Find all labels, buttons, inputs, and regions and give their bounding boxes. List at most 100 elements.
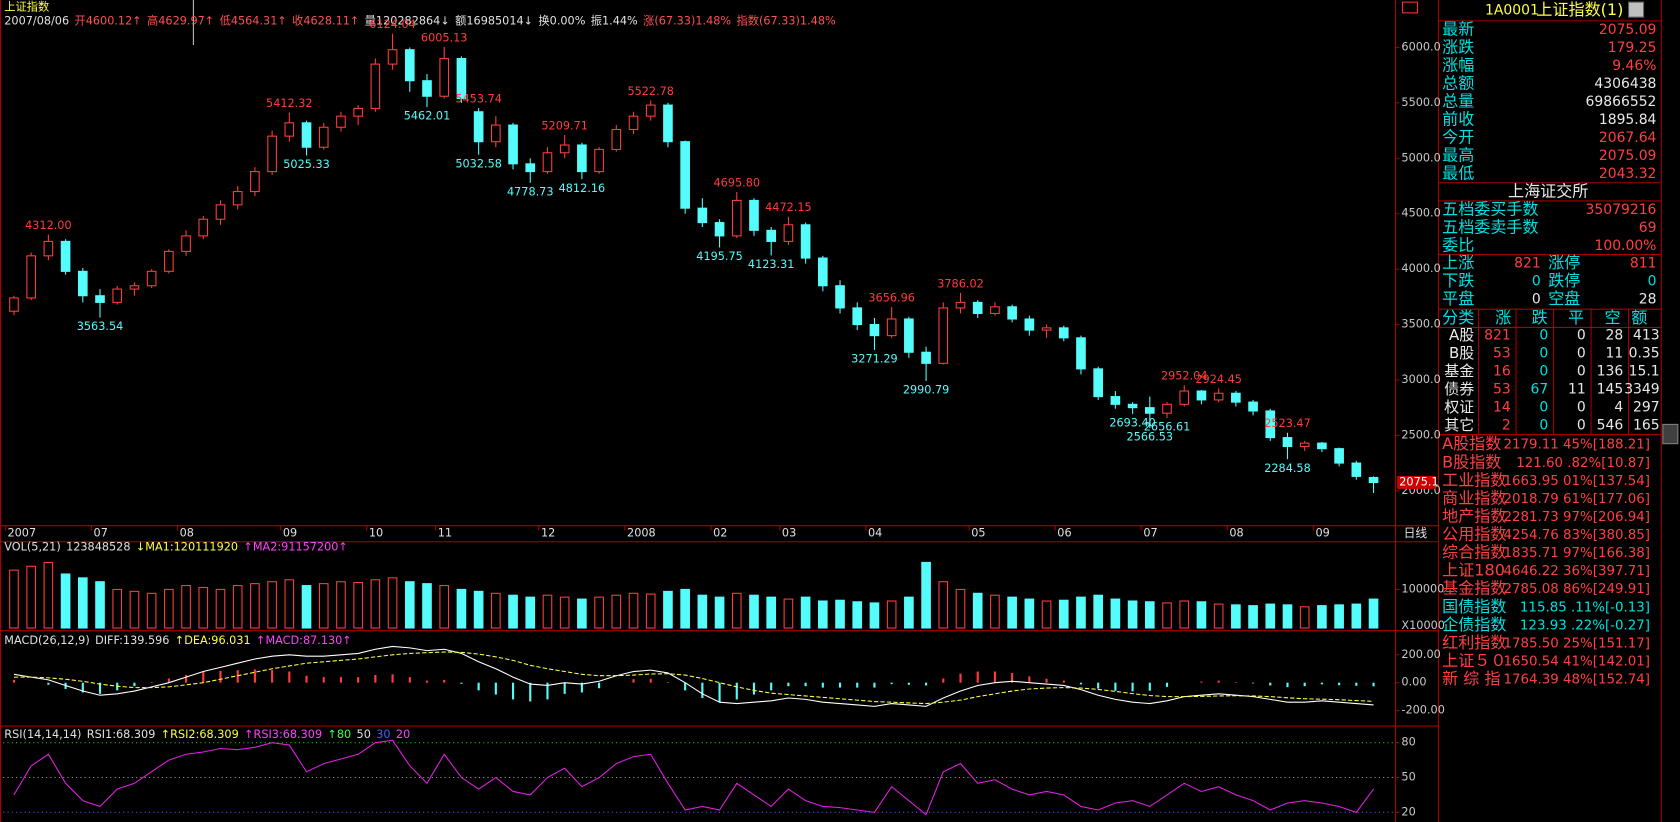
header-item: 额16985014↓ xyxy=(455,14,533,27)
volume-bar xyxy=(284,579,295,629)
volume-bar xyxy=(267,581,277,629)
high-label: 4695.80 xyxy=(714,176,761,189)
y-tick-label: 0.00 xyxy=(1401,676,1426,689)
candle-body xyxy=(938,307,949,364)
candle-body xyxy=(250,171,260,193)
candle-body xyxy=(955,301,966,309)
candle-body xyxy=(215,204,226,220)
table-cell: 11 xyxy=(1605,345,1623,361)
quote-name: 上证指数(1) xyxy=(1536,0,1623,19)
candle-body xyxy=(198,218,209,237)
high-label: 5453.74 xyxy=(455,92,502,105)
candle-body xyxy=(129,285,140,290)
volume-bar xyxy=(559,596,570,629)
x-tick-label: 05 xyxy=(971,527,985,540)
high-label: 2523.47 xyxy=(1264,417,1311,430)
candle-body xyxy=(869,324,880,337)
header-item: 30 xyxy=(376,728,390,741)
volume-bar xyxy=(43,561,54,629)
candle-body xyxy=(1231,392,1241,403)
volume-bar xyxy=(1110,598,1121,629)
indicator-header: MACD(26,12,9) DIFF:139.596 ↑DEA:96.031 ↑MAC… xyxy=(4,634,351,647)
candle-body xyxy=(1179,390,1190,405)
header-item: ↑DEA:96.031 xyxy=(175,634,251,647)
y-tick-label: 3000.0 xyxy=(1401,373,1440,386)
table-cell: 145 xyxy=(1597,381,1624,397)
header-item: DIFF:139.596 xyxy=(95,634,169,647)
header-item: ↑MA2:91157200↑ xyxy=(243,541,347,554)
candle-body xyxy=(439,58,450,97)
volume-bar xyxy=(800,596,811,629)
stat-value: 2075.09 xyxy=(1599,148,1657,164)
header-item: RSI(14,14,14) xyxy=(4,728,81,741)
window-button[interactable] xyxy=(1628,1,1645,18)
high-label: 2952.04 xyxy=(1161,370,1208,383)
table-cell: 546 xyxy=(1597,417,1624,433)
table-cell: 0 xyxy=(1539,417,1548,433)
low-label: 4123.31 xyxy=(748,258,795,271)
candle-body xyxy=(473,111,484,143)
volume-bar xyxy=(77,577,88,629)
volume-bar xyxy=(146,592,157,629)
volume-bar xyxy=(1127,600,1138,629)
candle-body xyxy=(26,255,36,299)
volume-bar xyxy=(164,588,174,629)
candle-body xyxy=(77,270,88,297)
header-item: 换0.00% xyxy=(538,13,585,27)
low-label: 2990.79 xyxy=(903,384,950,397)
candle-body xyxy=(370,63,381,109)
index-name: 新 综 指 xyxy=(1442,669,1500,688)
volume-bar xyxy=(129,590,140,629)
volume-bar xyxy=(473,590,484,629)
volume-bar xyxy=(422,583,432,629)
volume-bar xyxy=(1058,599,1069,629)
header-item: ↑80 xyxy=(327,728,351,741)
order-label: 五档委买手数 xyxy=(1442,200,1538,219)
candle-body xyxy=(318,126,329,148)
low-label: 5462.01 xyxy=(404,110,451,123)
index-value: 123.93 .22%[-0.27] xyxy=(1520,618,1650,633)
volume-bar xyxy=(869,602,880,629)
stat-value: 179.25 xyxy=(1608,40,1657,56)
y-tick-label: 2500.0 xyxy=(1401,428,1440,441)
high-label: 4312.00 xyxy=(25,219,72,232)
y-tick-label: 50 xyxy=(1401,770,1415,783)
scroll-thumb[interactable] xyxy=(1662,423,1679,445)
index-value: 1650.54 41%[142.01] xyxy=(1503,654,1650,669)
volume-bar xyxy=(990,594,1000,629)
table-cell: 权证 xyxy=(1444,398,1474,416)
table-cell: 0 xyxy=(1577,399,1586,415)
order-label: 五档委卖手数 xyxy=(1442,218,1538,237)
breadth-value: 0 xyxy=(1532,274,1541,290)
candle-body xyxy=(1007,306,1017,320)
volume-bar xyxy=(852,601,863,629)
table-cell: 0 xyxy=(1577,327,1586,343)
table-header: 分类 xyxy=(1442,308,1474,327)
table-cell: 0 xyxy=(1539,363,1548,379)
header-item: 低4564.31↑ xyxy=(220,14,287,27)
volume-bar xyxy=(1317,605,1327,629)
x-tick-label: 04 xyxy=(868,527,882,540)
x-tick-label: 07 xyxy=(1143,527,1157,540)
index-value: 4646.22 36%[397.71] xyxy=(1503,564,1650,579)
volume-bar xyxy=(112,588,123,629)
volume-bar xyxy=(886,600,897,629)
low-label: 2284.58 xyxy=(1264,462,1311,475)
volume-bar xyxy=(938,581,949,629)
volume-bar xyxy=(1248,605,1258,629)
volume-bar xyxy=(818,600,828,629)
index-value: 4254.76 83%[380.85] xyxy=(1503,528,1650,543)
icon[interactable] xyxy=(1401,1,1419,14)
stat-value: 9.46% xyxy=(1612,58,1656,74)
index-name: 基金指数 xyxy=(1442,579,1506,598)
stat-label: 今开 xyxy=(1442,128,1474,147)
volume-bar xyxy=(1213,603,1224,629)
candle-body xyxy=(1265,410,1276,439)
index-name: B股指数 xyxy=(1442,452,1501,471)
candle-body xyxy=(714,222,725,237)
index-name: 工业指数 xyxy=(1442,470,1506,489)
breadth-label: 空盘 xyxy=(1548,289,1580,308)
volume-bar xyxy=(628,592,639,629)
candle-body xyxy=(1248,401,1258,412)
candle-body xyxy=(663,104,673,143)
